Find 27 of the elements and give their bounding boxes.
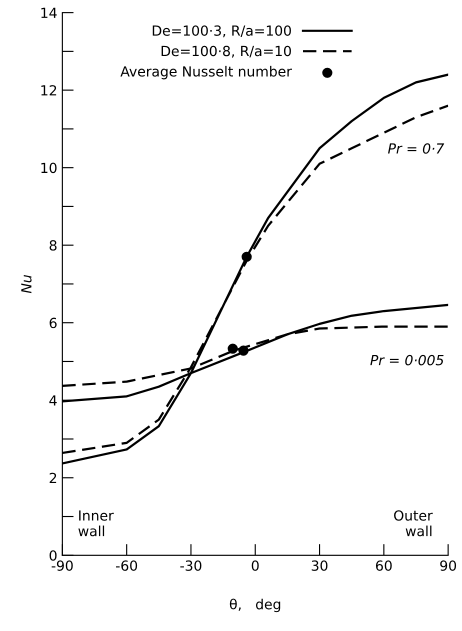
annotation: Inner wall (78, 510, 114, 536)
annotation: Pr = 0·005 (370, 354, 444, 366)
y-tick-label: 10 (41, 162, 57, 174)
point (242, 252, 252, 262)
x-tick-label: 0 (252, 560, 259, 571)
annotation: Pr = 0·7 (388, 143, 444, 154)
x-tick-label: 60 (376, 560, 392, 571)
y-tick-label: 8 (50, 240, 57, 251)
x-tick-label: -60 (116, 560, 138, 571)
point (228, 344, 238, 354)
y-tick-label: 14 (41, 8, 57, 18)
legend-label: Average Nusselt number (120, 66, 292, 80)
x-axis-title: θ, deg (230, 598, 280, 612)
y-tick-label: 2 (50, 472, 56, 484)
y-tick-label: 6 (50, 318, 57, 328)
x-tick-label: 90 (440, 560, 456, 571)
point (238, 346, 249, 356)
x-tick-label: -90 (52, 560, 73, 571)
y-tick-label: 0 (50, 550, 57, 561)
y-tick-label: 12 (41, 85, 56, 96)
y-tick-label: 4 (49, 395, 57, 406)
legend-label: De=100·8, R/a=10 (162, 46, 291, 58)
annotation: Outer wall (394, 510, 433, 536)
y-axis-title: Nu (21, 274, 32, 294)
legend-label: De=100·3, R/a=100 (152, 25, 291, 38)
x-tick-label: -30 (180, 560, 202, 571)
x-tick-label: 30 (312, 560, 328, 571)
